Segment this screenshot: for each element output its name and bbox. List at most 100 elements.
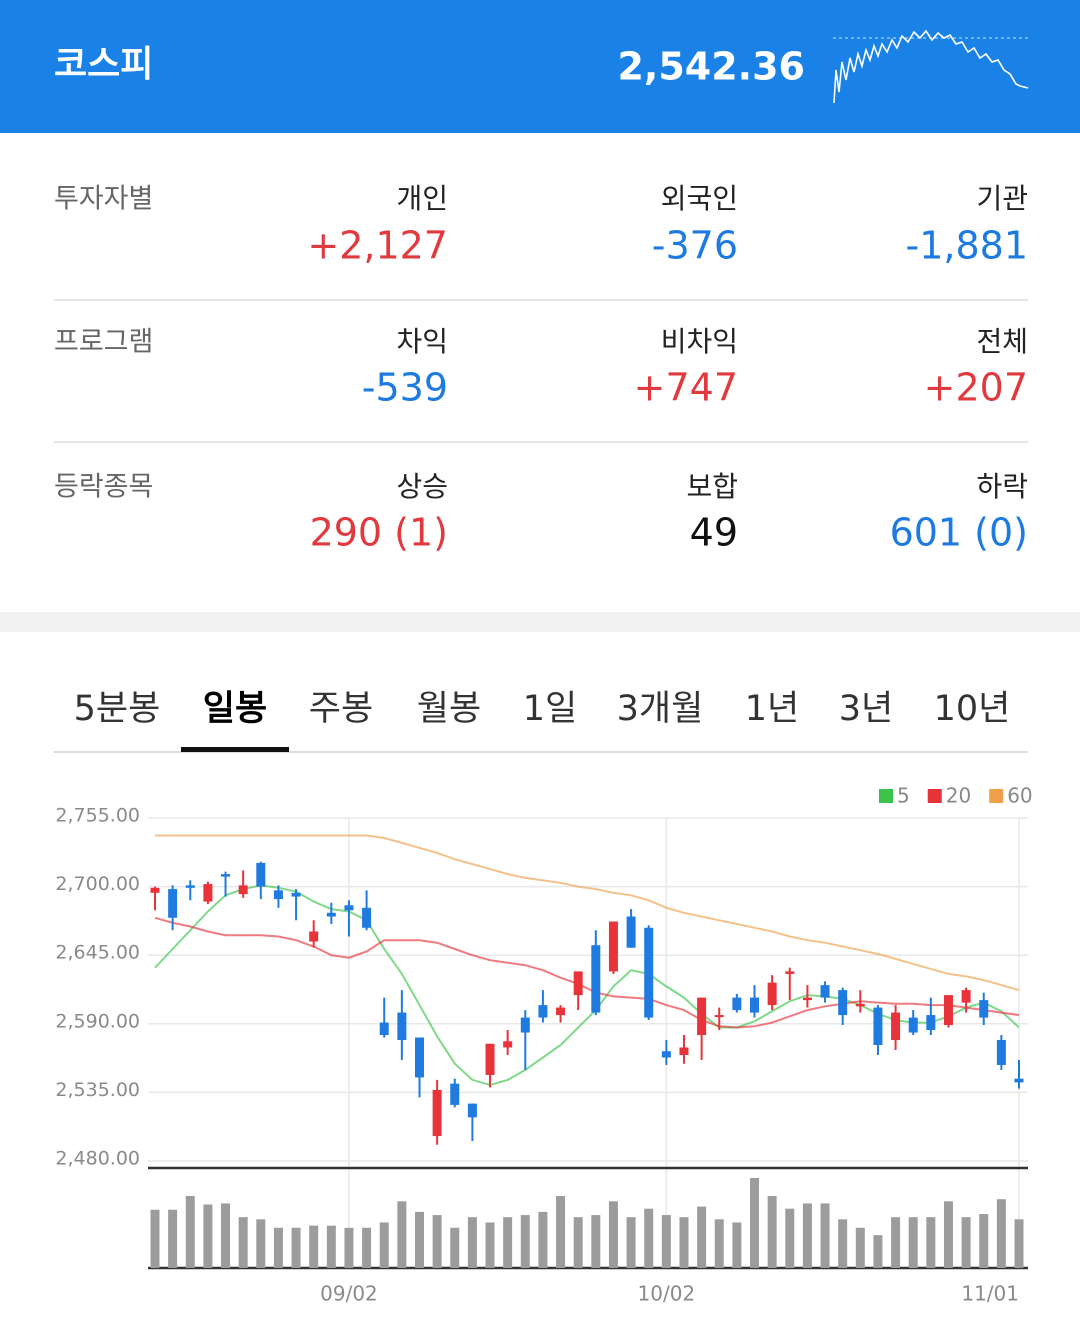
cell-value: 49 — [690, 511, 738, 555]
cell-name: 하락 — [976, 470, 1028, 503]
ma-line — [155, 834, 1020, 992]
cell-name: 비차익 — [661, 325, 738, 358]
legend-swatch — [927, 789, 942, 803]
candle-body — [732, 997, 742, 1011]
volume-bar — [591, 1215, 601, 1268]
volume-bar — [873, 1235, 883, 1268]
candle-body — [450, 1083, 460, 1105]
cell-value: -1,881 — [906, 224, 1029, 268]
y-tick-label: 2,645.00 — [55, 942, 140, 964]
volume-bar — [273, 1227, 283, 1268]
cell-name: 기관 — [976, 182, 1028, 215]
candle-body — [626, 916, 636, 948]
candle-body — [309, 931, 319, 942]
volume-bar — [309, 1225, 319, 1268]
volume-bar — [168, 1209, 178, 1268]
volume-bar — [697, 1206, 707, 1268]
volume-bar — [291, 1227, 301, 1268]
tab[interactable]: 1년 — [745, 689, 799, 729]
candle-body — [185, 885, 195, 888]
cell-name: 개인 — [396, 182, 448, 215]
cell-value: -539 — [362, 366, 448, 410]
x-tick-label: 11/01 — [961, 1282, 1019, 1306]
row-label: 등락종목 — [54, 472, 153, 503]
candle-body — [397, 1012, 407, 1041]
tab[interactable]: 3개월 — [617, 689, 704, 729]
candle-body — [750, 997, 760, 1013]
volume-bar — [926, 1217, 936, 1268]
candle-body — [908, 1017, 918, 1033]
volume-bar — [556, 1196, 566, 1268]
tab[interactable]: 일봉 — [203, 689, 267, 729]
candle-body — [679, 1047, 689, 1055]
candle-body — [943, 995, 953, 1026]
header-bar — [0, 0, 1080, 133]
volume-bar — [961, 1217, 971, 1268]
volume-bar — [943, 1201, 953, 1268]
volume-bar — [908, 1217, 918, 1268]
candle-body — [573, 971, 583, 996]
volume-bar — [485, 1222, 495, 1268]
volume-bar — [679, 1217, 689, 1268]
candle-body — [802, 997, 812, 1001]
volume-bar — [203, 1204, 213, 1268]
sparkline — [833, 29, 1029, 104]
volume-bar — [503, 1217, 513, 1268]
candle-body — [256, 862, 266, 887]
legend-label: 5 — [897, 784, 910, 808]
candle-body — [503, 1041, 513, 1048]
x-tick-label: 10/02 — [638, 1282, 696, 1306]
volume-bar — [397, 1201, 407, 1268]
cell-value: 290 (1) — [310, 511, 448, 555]
candle-body — [785, 971, 795, 974]
candle-body — [820, 985, 830, 998]
cell-value: 601 (0) — [890, 511, 1028, 555]
volume-bar — [150, 1209, 160, 1268]
volume-bar — [362, 1227, 372, 1268]
y-tick-label: 2,755.00 — [55, 805, 140, 827]
volume-bar — [450, 1227, 460, 1268]
cell-value: +2,127 — [307, 224, 448, 268]
section-gap — [0, 612, 1080, 632]
volume-bar — [802, 1203, 812, 1268]
candle-body — [344, 905, 354, 911]
volume-bar — [256, 1219, 266, 1268]
tab[interactable]: 3년 — [839, 689, 893, 729]
tab[interactable]: 5분봉 — [74, 689, 161, 729]
legend-label: 60 — [1007, 784, 1032, 808]
volume-bar — [520, 1215, 530, 1268]
candle-body — [291, 892, 301, 897]
volume-bar — [626, 1217, 636, 1268]
candle-body — [556, 1007, 566, 1016]
volume-bar — [538, 1211, 548, 1268]
candle-body — [520, 1017, 530, 1033]
y-tick-label: 2,700.00 — [55, 873, 140, 895]
volume-bar — [855, 1227, 865, 1268]
candle-body — [221, 874, 231, 877]
ma-line — [154, 884, 1020, 1086]
candle-body — [767, 982, 777, 1006]
cell-name: 상승 — [396, 470, 448, 503]
volume-bar — [661, 1215, 671, 1268]
volume-bar — [573, 1217, 583, 1268]
candle-body — [150, 887, 160, 893]
candle-body — [996, 1040, 1006, 1065]
tab[interactable]: 10년 — [934, 689, 1011, 729]
candle-body — [1014, 1078, 1024, 1083]
tab[interactable]: 주봉 — [309, 689, 373, 729]
tab[interactable]: 월봉 — [417, 689, 481, 729]
candle-body — [979, 1000, 989, 1018]
volume-bar — [838, 1219, 848, 1268]
volume-bar — [432, 1215, 442, 1268]
volume-bar — [750, 1178, 760, 1268]
x-tick-label: 09/02 — [320, 1282, 378, 1306]
legend-label: 20 — [946, 784, 971, 808]
candle-body — [591, 945, 601, 1013]
volume-bar — [221, 1203, 231, 1268]
volume-bar — [820, 1203, 830, 1268]
volume-bar — [785, 1208, 795, 1268]
candle-body — [168, 889, 178, 918]
volume-bar — [608, 1201, 618, 1268]
tab[interactable]: 1일 — [523, 689, 577, 729]
